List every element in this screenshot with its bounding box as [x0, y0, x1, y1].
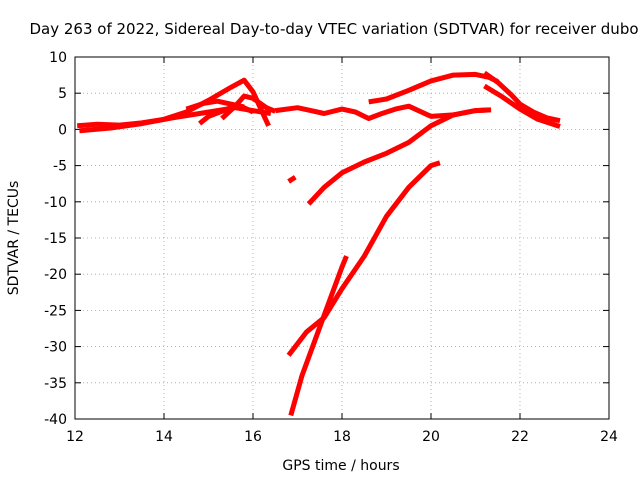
series-track-c	[198, 103, 255, 126]
x-tick-label: 22	[511, 429, 529, 445]
series-track-b	[79, 105, 272, 134]
y-tick-label: -40	[44, 412, 67, 428]
series-track-g	[368, 71, 499, 105]
series-track-l	[286, 160, 441, 357]
x-tick-label: 24	[600, 429, 618, 445]
y-axis-label: SDTVAR / TECUs	[6, 181, 22, 296]
series-track-j	[287, 175, 297, 184]
series-track-k	[306, 107, 492, 206]
y-tick-label: 5	[58, 86, 67, 102]
x-tick-label: 12	[66, 429, 84, 445]
y-tick-label: -5	[53, 159, 67, 175]
y-tick-label: 10	[49, 50, 67, 66]
x-tick-label: 14	[155, 429, 173, 445]
y-tick-label: -15	[44, 231, 67, 247]
y-tick-label: -20	[44, 267, 67, 283]
chart-title: Day 263 of 2022, Sidereal Day-to-day VTE…	[29, 20, 638, 38]
x-tick-label: 20	[422, 429, 440, 445]
x-tick-labels: 12 14 16 18 20 22 24	[66, 429, 618, 445]
x-tick-label: 18	[333, 429, 351, 445]
data-series	[77, 70, 561, 417]
series-track-e	[220, 93, 277, 121]
y-tick-label: -10	[44, 195, 67, 211]
y-tick-label: -35	[44, 376, 67, 392]
y-tick-label: -30	[44, 340, 67, 356]
series-track-i	[483, 83, 561, 129]
y-tick-label: 0	[58, 122, 67, 138]
series-track-m	[288, 255, 349, 417]
axis-ticks	[74, 56, 610, 420]
x-tick-label: 16	[244, 429, 262, 445]
y-tick-labels: 10 5 0 -5 -10 -15 -20 -25 -30 -35 -40	[44, 50, 67, 428]
y-tick-label: -25	[44, 303, 67, 319]
series-track-h	[482, 70, 561, 124]
x-axis-label: GPS time / hours	[282, 458, 399, 474]
